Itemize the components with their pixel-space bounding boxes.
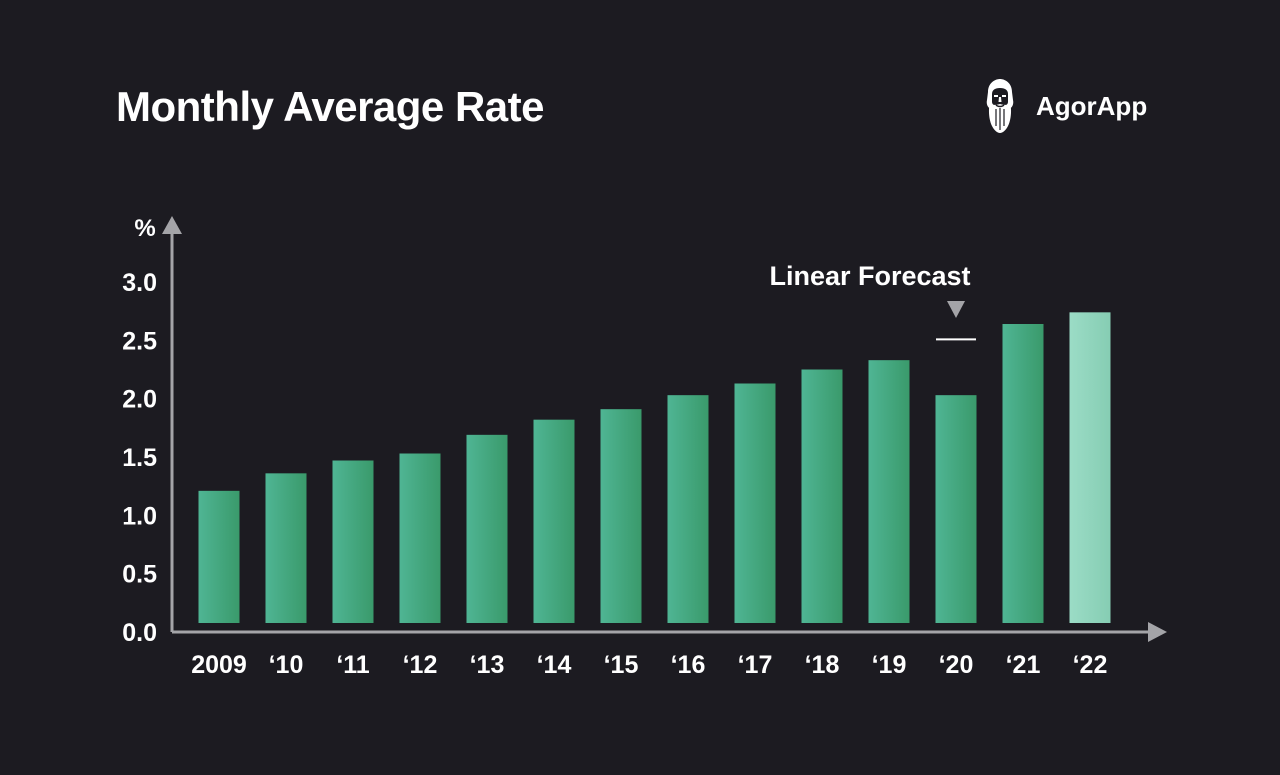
bar-1 [265,473,307,623]
bar-2 [332,460,374,623]
chart-labels: % 0.0 0.5 1.0 1.5 2.0 2.5 3.0 2009 ‘10 ‘11 ‘12 ‘13 ‘1… [122,215,1107,679]
y-tick-label: 2.5 [122,327,157,355]
x-tick-label: ‘21 [1006,651,1041,679]
x-tick-label: ‘19 [872,651,907,679]
y-tick-label: 0.5 [122,561,157,589]
brand: AgorApp [982,78,1147,134]
bar-0 [198,490,240,623]
x-tick-label: ‘10 [269,651,304,679]
x-tick-label: ‘22 [1073,651,1108,679]
x-tick-label: ‘13 [470,651,505,679]
bar-4 [466,434,508,623]
y-tick-label: 3.0 [122,269,157,297]
annotation-label: Linear Forecast [769,261,970,291]
x-tick-label: ‘18 [805,651,840,679]
bearded-philosopher-head-icon [986,79,1014,133]
y-tick-label: 0.0 [122,619,157,647]
y-tick-label: 2.0 [122,386,157,414]
bar-11 [935,395,977,623]
x-tick-label: ‘12 [403,651,438,679]
bar-13 [1069,312,1111,623]
bar-12 [1002,324,1044,623]
annotation-arrow [947,301,965,318]
bar-10 [868,360,910,623]
bar-6 [600,409,642,623]
brand-name: AgorApp [1036,90,1148,121]
bar-9 [801,369,843,623]
x-tick-label: ‘11 [336,651,369,679]
bar-5 [533,419,575,623]
chart-axes [162,216,1167,642]
y-tick-label: 1.5 [122,444,157,472]
x-tick-label: ‘20 [939,651,974,679]
chart-bars [198,312,1111,623]
bar-3 [399,453,441,623]
y-axis-label: % [134,215,155,242]
x-tick-label: 2009 [191,651,247,679]
x-axis-arrow [1148,622,1167,642]
x-tick-label: ‘17 [738,651,773,679]
x-tick-label: ‘14 [537,651,572,679]
x-tick-label: ‘15 [604,651,639,679]
y-tick-label: 1.0 [122,502,157,530]
bar-8 [734,383,776,623]
page-title: Monthly Average Rate [116,83,545,130]
bar-7 [667,395,709,623]
x-tick-label: ‘16 [671,651,706,679]
y-axis-arrow [162,216,182,234]
